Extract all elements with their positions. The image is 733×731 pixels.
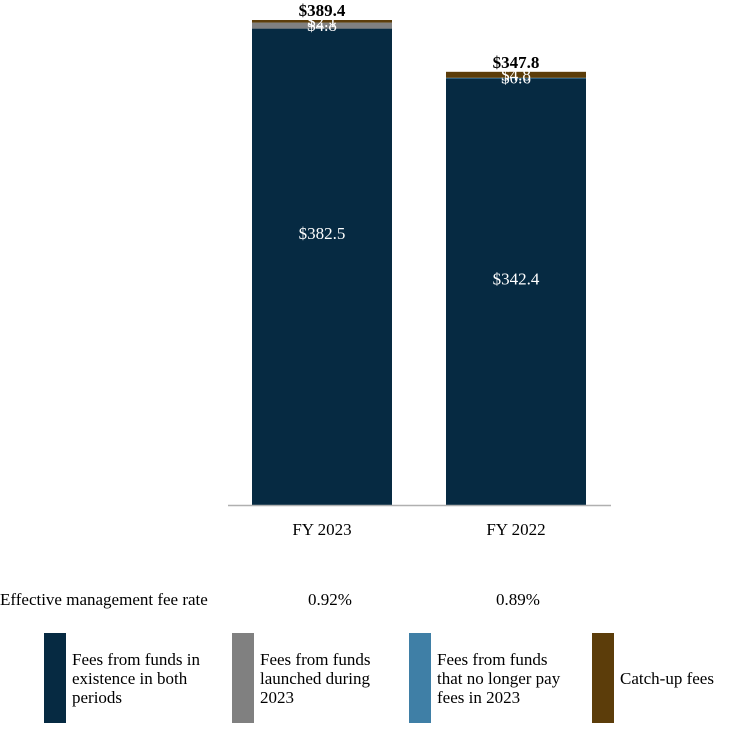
bar-segment xyxy=(252,20,392,23)
legend-label-line: Fees from funds in xyxy=(72,649,200,669)
total-label: $389.4 xyxy=(299,1,346,20)
total-label: $347.8 xyxy=(493,53,540,72)
legend-item-existing-funds: Fees from funds in existence in both per… xyxy=(44,633,224,725)
fee-rate-fy2023: 0.92% xyxy=(308,590,352,609)
legend-label-line: Catch-up fees xyxy=(620,668,714,688)
segment-label: $4.8 xyxy=(501,65,531,84)
legend-item-launched-funds: Fees from funds launched during 2023 xyxy=(232,633,402,725)
segment-label: $2.1 xyxy=(307,12,337,31)
category-label: FY 2023 xyxy=(292,520,351,539)
category-label: FY 2022 xyxy=(486,520,545,539)
legend-label-line: that no longer pay xyxy=(437,668,561,688)
stacked-bar-chart: $382.5$4.8$2.1$389.4FY 2023$342.4$0.6$4.… xyxy=(228,1,611,539)
legend-label-line: existence in both xyxy=(72,668,188,688)
bar-segment xyxy=(446,77,586,79)
fee-rate-fy2022: 0.89% xyxy=(496,590,540,609)
bar-segment xyxy=(252,28,392,505)
bar-segment xyxy=(446,71,586,78)
legend-label-line: launched during xyxy=(260,668,370,688)
legend-label-line: Fees from funds xyxy=(437,649,548,669)
fee-rate-label: Effective management fee rate xyxy=(0,590,208,609)
legend-swatch xyxy=(409,633,431,723)
legend-label-line: fees in 2023 xyxy=(437,687,521,707)
legend-label-line: periods xyxy=(72,687,123,707)
legend-swatch xyxy=(44,633,66,723)
fee-rate-row: Effective management fee rate 0.92% 0.89… xyxy=(0,590,733,612)
legend-label-line: Fees from funds xyxy=(260,649,371,669)
legend-item-catch-up: Catch-up fees xyxy=(592,633,730,725)
segment-label: $342.4 xyxy=(493,269,540,288)
legend-swatch xyxy=(232,633,254,723)
legend-swatch xyxy=(592,633,614,723)
legend: Fees from funds in existence in both per… xyxy=(0,633,733,725)
bar-segment xyxy=(252,22,392,29)
legend-item-no-longer-pay: Fees from funds that no longer pay fees … xyxy=(409,633,587,725)
segment-label: $382.5 xyxy=(299,224,346,243)
bar-segment xyxy=(446,78,586,505)
legend-label-line: 2023 xyxy=(260,687,294,707)
